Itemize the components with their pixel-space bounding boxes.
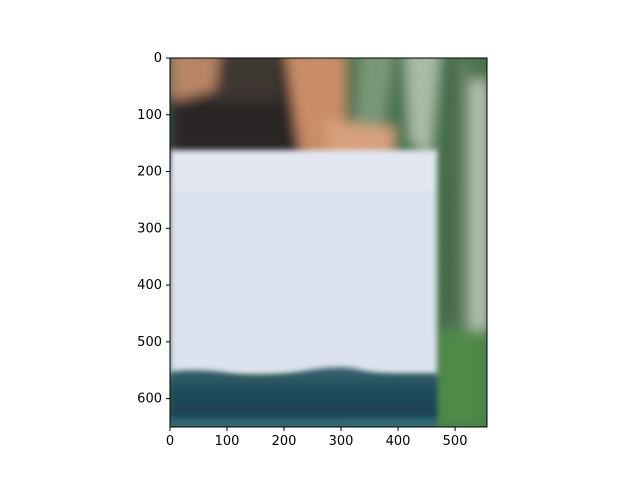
x-tick-label: 100 xyxy=(215,434,240,449)
y-tick-label: 400 xyxy=(137,278,162,293)
x-axis-ticks: 0 100 200 300 400 500 xyxy=(166,427,468,449)
x-tick-label: 400 xyxy=(386,434,411,449)
image-plot-area xyxy=(170,58,487,427)
y-axis-ticks: 0 100 200 300 400 500 600 xyxy=(137,51,170,407)
x-tick-label: 0 xyxy=(166,434,174,449)
y-tick-label: 600 xyxy=(137,392,162,407)
x-tick-label: 300 xyxy=(329,434,354,449)
x-tick-label: 500 xyxy=(443,434,468,449)
y-tick-label: 0 xyxy=(154,51,162,66)
y-tick-label: 300 xyxy=(137,221,162,236)
y-tick-label: 200 xyxy=(137,165,162,180)
y-tick-label: 500 xyxy=(137,335,162,350)
axes-frame xyxy=(169,57,488,428)
y-tick-label: 100 xyxy=(137,108,162,123)
x-tick-label: 200 xyxy=(272,434,297,449)
